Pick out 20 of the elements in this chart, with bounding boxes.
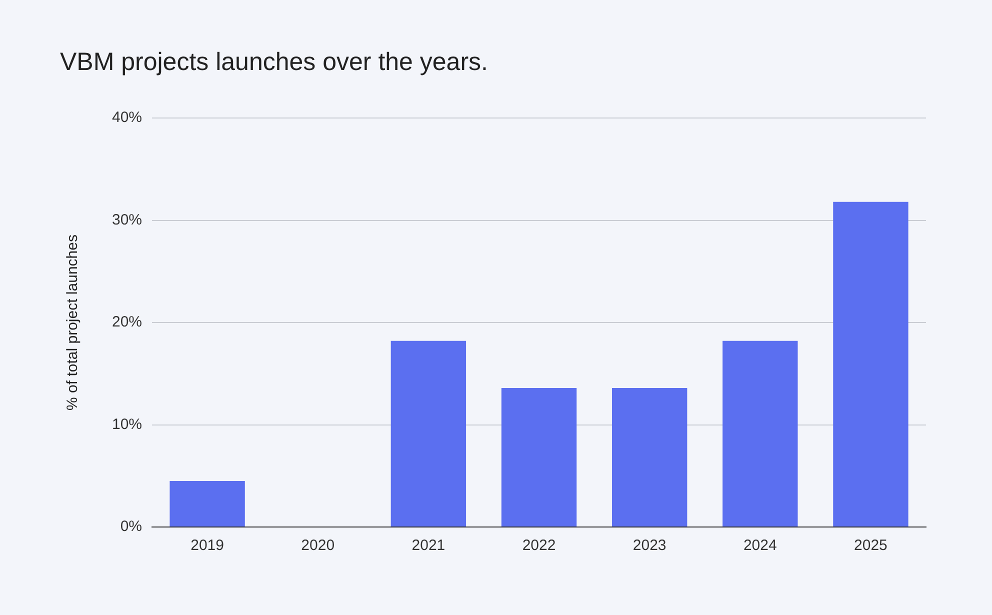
chart-title: VBM projects launches over the years. bbox=[60, 48, 488, 76]
bar bbox=[612, 388, 688, 526]
x-tick-label: 2023 bbox=[632, 537, 666, 554]
y-tick-label: 0% bbox=[120, 518, 142, 536]
bar bbox=[390, 340, 466, 526]
bar bbox=[501, 388, 577, 526]
x-tick-label: 2020 bbox=[301, 537, 335, 554]
x-tick-label: 2019 bbox=[190, 537, 224, 554]
y-tick-label: 10% bbox=[112, 416, 142, 433]
y-tick-label: 40% bbox=[112, 109, 142, 126]
x-tick-label: 2021 bbox=[412, 537, 446, 554]
x-tick-label: 2024 bbox=[743, 537, 777, 554]
y-tick-label: 20% bbox=[112, 314, 142, 331]
bar bbox=[170, 480, 245, 526]
y-tick-label: 30% bbox=[112, 211, 142, 228]
x-tick-label: 2022 bbox=[522, 537, 556, 554]
x-tick-label: 2025 bbox=[854, 537, 888, 554]
y-axis-title: % of total project launches bbox=[64, 234, 82, 410]
bar bbox=[722, 340, 798, 526]
bar bbox=[833, 202, 908, 526]
